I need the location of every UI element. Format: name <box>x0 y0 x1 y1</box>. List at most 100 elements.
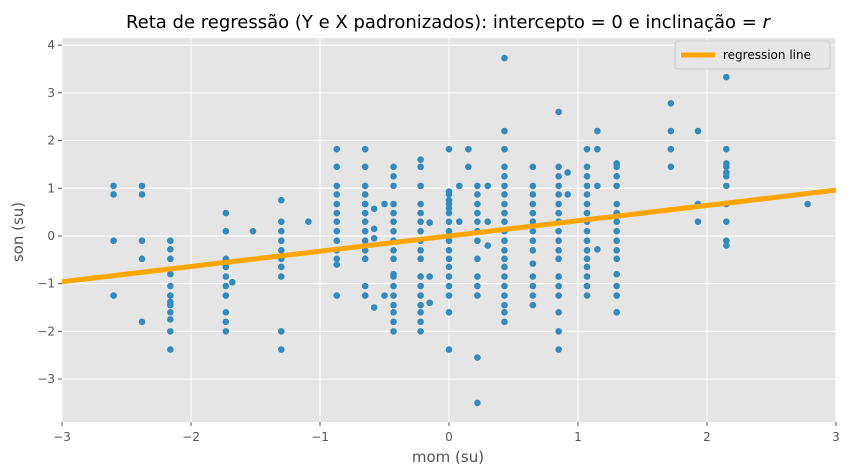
data-point <box>445 218 453 225</box>
data-point <box>167 316 174 323</box>
y-tick-label: −3 <box>37 372 55 386</box>
data-point <box>555 346 562 353</box>
data-point <box>417 246 424 254</box>
data-point <box>613 173 620 180</box>
data-point <box>167 308 174 316</box>
data-point <box>361 209 369 217</box>
data-point <box>333 261 341 268</box>
data-point <box>110 191 117 198</box>
regression-line <box>62 187 836 285</box>
data-point <box>583 173 591 180</box>
data-point <box>390 227 397 235</box>
data-point <box>417 227 424 235</box>
data-point <box>333 200 341 208</box>
data-point <box>583 292 591 299</box>
data-point <box>723 145 730 153</box>
x-tick-label: 2 <box>703 430 711 444</box>
data-point <box>445 204 453 212</box>
data-point <box>228 278 236 286</box>
data-point <box>222 282 230 290</box>
data-point <box>333 209 341 217</box>
chart-title: Reta de regressão (Y e X padronizados): … <box>126 12 772 33</box>
data-point <box>501 246 508 254</box>
data-point <box>667 163 675 171</box>
data-point <box>694 218 702 225</box>
data-point <box>583 282 591 290</box>
data-point <box>564 191 571 198</box>
data-point <box>613 308 620 316</box>
data-point <box>361 255 369 263</box>
data-point <box>583 163 591 171</box>
data-point <box>667 127 675 135</box>
data-point <box>222 318 230 326</box>
data-point <box>390 182 397 190</box>
data-point <box>417 209 424 217</box>
data-point <box>555 292 562 299</box>
data-point <box>529 282 537 290</box>
data-point <box>361 282 369 290</box>
data-point <box>555 273 562 280</box>
data-point <box>381 200 388 208</box>
data-point <box>613 182 620 190</box>
data-point <box>555 108 562 116</box>
data-point <box>465 163 472 171</box>
data-point <box>501 292 508 299</box>
data-point <box>361 200 369 208</box>
data-point <box>222 292 230 299</box>
data-point <box>456 182 463 190</box>
data-point <box>501 237 508 245</box>
data-point <box>278 273 285 280</box>
data-point <box>278 237 285 245</box>
data-point <box>222 308 230 316</box>
data-point <box>222 328 230 335</box>
data-point <box>474 354 481 361</box>
data-point <box>361 246 369 254</box>
data-point <box>390 318 397 326</box>
data-point <box>501 182 508 190</box>
data-point <box>555 308 562 316</box>
data-point <box>110 182 117 190</box>
data-point <box>529 209 537 217</box>
data-point <box>456 218 463 225</box>
data-point <box>723 173 730 180</box>
y-tick-label: 0 <box>47 229 55 243</box>
data-point <box>555 163 562 171</box>
data-point <box>417 255 424 263</box>
data-point <box>723 218 730 225</box>
data-point <box>278 346 285 353</box>
data-point <box>501 127 508 135</box>
data-point <box>390 328 397 335</box>
data-point <box>390 218 397 225</box>
data-point <box>474 255 481 263</box>
data-point <box>445 145 453 153</box>
data-point <box>417 273 424 280</box>
data-point <box>583 209 591 217</box>
data-point <box>501 200 508 208</box>
data-point <box>613 163 620 171</box>
data-point <box>529 246 537 254</box>
data-point <box>390 173 397 180</box>
data-point <box>417 163 424 171</box>
data-point <box>361 163 369 171</box>
data-point <box>390 209 397 217</box>
data-point <box>484 242 492 249</box>
data-point <box>445 263 453 271</box>
data-point <box>390 292 397 299</box>
legend: regression line <box>674 40 831 70</box>
data-point <box>361 191 369 198</box>
data-point <box>167 246 174 253</box>
data-point <box>555 282 562 290</box>
data-point <box>138 191 146 198</box>
data-point <box>474 200 481 208</box>
data-point <box>167 328 174 335</box>
data-point <box>417 218 424 225</box>
data-point <box>594 127 601 135</box>
data-point <box>333 163 341 171</box>
data-point <box>222 273 230 280</box>
data-point <box>390 301 397 309</box>
data-point <box>445 246 453 254</box>
scatter-points <box>110 54 811 407</box>
data-point <box>390 200 397 208</box>
data-point <box>555 191 562 198</box>
